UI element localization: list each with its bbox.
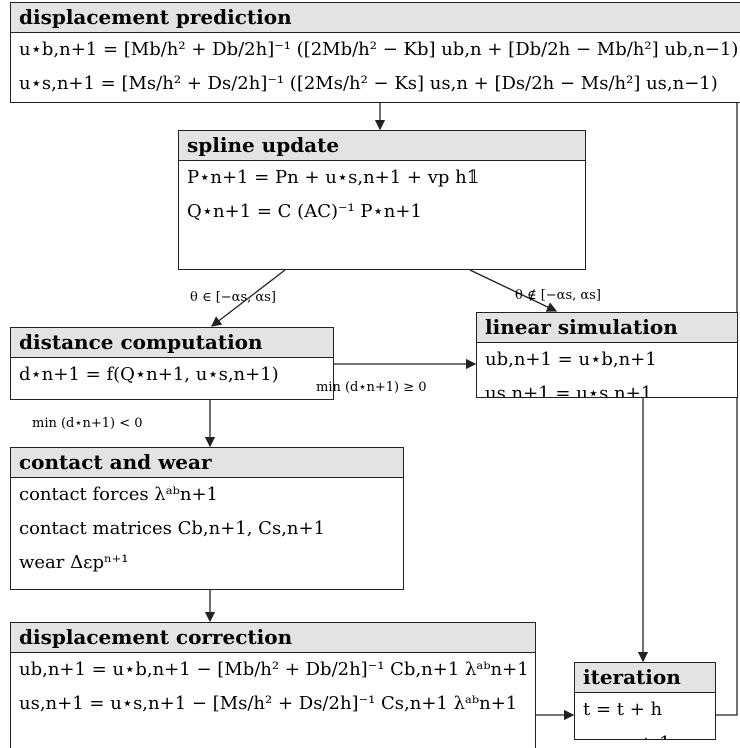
node-line: contact forces λᵃᵇn+1 [19, 484, 218, 505]
node-line: us,n+1 = u⋆s,n+1 [485, 383, 653, 398]
node: linear simulation ub,n+1 = u⋆b,n+1 us,n+1 … [476, 312, 738, 398]
node-title: displacement prediction [11, 3, 740, 33]
node: distance computation d⋆n+1 = f(Q⋆n+1, u⋆s… [10, 327, 334, 400]
node: displacement correction ub,n+1 = u⋆b,n+1 … [10, 622, 536, 748]
node-line: d⋆n+1 = f(Q⋆n+1, u⋆s,n+1) [19, 364, 279, 385]
arrow [469, 269, 558, 312]
node-title: contact and wear [11, 448, 403, 478]
node-line: wear Δεpⁿ⁺¹ [19, 552, 129, 573]
node-line: n = n + 1 [575, 727, 715, 739]
node: contact and wear contact forces λᵃᵇn+1 con… [10, 447, 404, 590]
node-title: distance computation [11, 328, 333, 358]
node-line: Q⋆n+1 = C (AC)⁻¹ P⋆n+1 [187, 201, 422, 222]
arrow [210, 269, 286, 327]
edge-label: min (d⋆n+1) < 0 [32, 416, 143, 431]
edge-label: θ ∉ [−αs, αs] [515, 288, 601, 303]
arrow [716, 78, 740, 716]
node: spline update P⋆n+1 = Pn + u⋆s,n+1 + vp h… [178, 130, 586, 270]
node-line: u⋆s,n+1 = [Ms/h² + Ds/2h]⁻¹ ([2Ms/h² − K… [19, 73, 718, 94]
edge-label: θ ∈ [−αs, αs] [190, 290, 276, 305]
node-line: ub,n+1 = u⋆b,n+1 [485, 349, 657, 370]
edge-label: min (d⋆n+1) ≥ 0 [316, 380, 427, 395]
node-title: spline update [179, 131, 585, 161]
node: iteration t = t + h n = n + 1 [574, 662, 716, 740]
node-line: us,n+1 = u⋆s,n+1 − [Ms/h² + Ds/2h]⁻¹ Cs,… [19, 693, 518, 714]
node-line: u⋆b,n+1 = [Mb/h² + Db/2h]⁻¹ ([2Mb/h² − K… [19, 39, 739, 60]
node-line: contact matrices Cb,n+1, Cs,n+1 [19, 518, 326, 539]
node-title: linear simulation [477, 313, 737, 343]
node-title: displacement correction [11, 623, 535, 653]
node-line: t = t + h [583, 699, 663, 720]
node-title: iteration [575, 663, 715, 693]
node: displacement prediction u⋆b,n+1 = [Mb/h² … [10, 2, 740, 103]
node-line: ub,n+1 = u⋆b,n+1 − [Mb/h² + Db/2h]⁻¹ Cb,… [19, 659, 529, 680]
node-line: P⋆n+1 = Pn + u⋆s,n+1 + vp h𝟙 [187, 167, 480, 188]
